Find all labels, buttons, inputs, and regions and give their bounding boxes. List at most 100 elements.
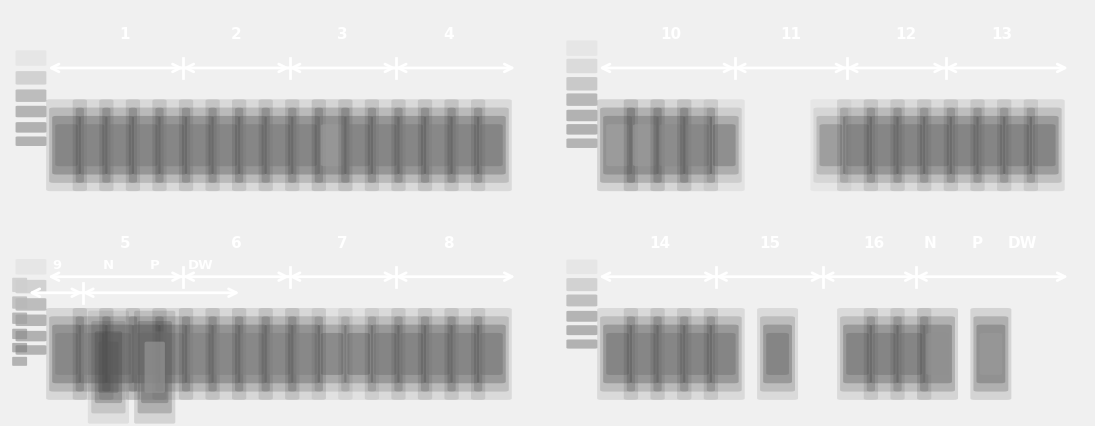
FancyBboxPatch shape [918,99,958,191]
FancyBboxPatch shape [867,107,901,183]
FancyBboxPatch shape [344,116,373,175]
Text: 13: 13 [991,27,1012,42]
FancyBboxPatch shape [566,124,597,135]
FancyBboxPatch shape [471,99,511,191]
FancyBboxPatch shape [347,333,370,375]
FancyBboxPatch shape [161,124,184,166]
FancyBboxPatch shape [135,124,158,166]
FancyBboxPatch shape [15,122,46,132]
FancyBboxPatch shape [344,325,373,383]
FancyBboxPatch shape [597,99,638,191]
FancyBboxPatch shape [757,308,798,400]
FancyBboxPatch shape [566,77,597,91]
FancyBboxPatch shape [897,325,925,383]
FancyBboxPatch shape [208,107,243,183]
FancyBboxPatch shape [843,325,872,383]
FancyBboxPatch shape [152,308,193,400]
FancyBboxPatch shape [12,296,27,309]
FancyBboxPatch shape [918,308,958,400]
FancyBboxPatch shape [626,107,661,183]
FancyBboxPatch shape [312,99,353,191]
Text: 16: 16 [863,236,884,250]
FancyBboxPatch shape [597,308,638,400]
FancyBboxPatch shape [188,333,210,375]
FancyBboxPatch shape [347,124,370,166]
FancyBboxPatch shape [424,325,452,383]
FancyBboxPatch shape [603,325,632,383]
FancyBboxPatch shape [480,124,503,166]
FancyBboxPatch shape [1006,124,1029,166]
FancyBboxPatch shape [102,107,137,183]
FancyBboxPatch shape [899,124,922,166]
FancyBboxPatch shape [480,333,503,375]
FancyBboxPatch shape [890,308,932,400]
FancyBboxPatch shape [131,116,161,175]
FancyBboxPatch shape [138,321,172,413]
FancyBboxPatch shape [607,124,629,166]
FancyBboxPatch shape [88,311,129,423]
FancyBboxPatch shape [15,314,46,326]
FancyBboxPatch shape [677,308,718,400]
FancyBboxPatch shape [867,316,901,391]
FancyBboxPatch shape [338,308,379,400]
FancyBboxPatch shape [235,107,269,183]
FancyBboxPatch shape [1027,107,1062,183]
FancyBboxPatch shape [477,116,506,175]
FancyBboxPatch shape [129,316,163,391]
FancyBboxPatch shape [159,325,187,383]
FancyBboxPatch shape [977,325,1005,383]
FancyBboxPatch shape [12,329,27,339]
FancyBboxPatch shape [46,99,87,191]
FancyBboxPatch shape [155,316,191,391]
FancyBboxPatch shape [368,316,403,391]
FancyBboxPatch shape [211,325,240,383]
FancyBboxPatch shape [566,278,597,291]
FancyBboxPatch shape [846,333,869,375]
Text: 6: 6 [231,236,242,250]
FancyBboxPatch shape [420,107,456,183]
FancyBboxPatch shape [321,333,344,375]
FancyBboxPatch shape [238,325,267,383]
FancyBboxPatch shape [424,116,452,175]
FancyBboxPatch shape [267,124,290,166]
FancyBboxPatch shape [654,107,689,183]
FancyBboxPatch shape [923,116,952,175]
FancyBboxPatch shape [285,99,326,191]
FancyBboxPatch shape [314,316,349,391]
FancyBboxPatch shape [706,316,741,391]
Text: 10: 10 [660,27,681,42]
FancyBboxPatch shape [453,124,476,166]
FancyBboxPatch shape [566,138,597,148]
FancyBboxPatch shape [126,99,166,191]
Text: P: P [150,259,160,272]
FancyBboxPatch shape [159,116,187,175]
FancyBboxPatch shape [949,116,979,175]
FancyBboxPatch shape [566,40,597,56]
FancyBboxPatch shape [342,316,376,391]
FancyBboxPatch shape [843,116,872,175]
FancyBboxPatch shape [53,116,81,175]
FancyBboxPatch shape [12,278,27,292]
Text: P: P [972,236,983,250]
FancyBboxPatch shape [926,124,949,166]
FancyBboxPatch shape [973,107,1008,183]
FancyBboxPatch shape [471,308,511,400]
Text: 5: 5 [119,236,130,250]
FancyBboxPatch shape [79,116,107,175]
Text: 11: 11 [781,27,802,42]
FancyBboxPatch shape [680,107,715,183]
FancyBboxPatch shape [659,124,682,166]
FancyBboxPatch shape [12,357,27,366]
FancyBboxPatch shape [72,308,114,400]
FancyBboxPatch shape [141,331,169,403]
FancyBboxPatch shape [970,308,1012,400]
FancyBboxPatch shape [161,333,184,375]
FancyBboxPatch shape [365,308,405,400]
FancyBboxPatch shape [55,124,78,166]
FancyBboxPatch shape [295,124,316,166]
FancyBboxPatch shape [474,316,509,391]
FancyBboxPatch shape [265,116,293,175]
FancyBboxPatch shape [267,333,290,375]
Text: N: N [103,259,114,272]
FancyBboxPatch shape [920,107,955,183]
